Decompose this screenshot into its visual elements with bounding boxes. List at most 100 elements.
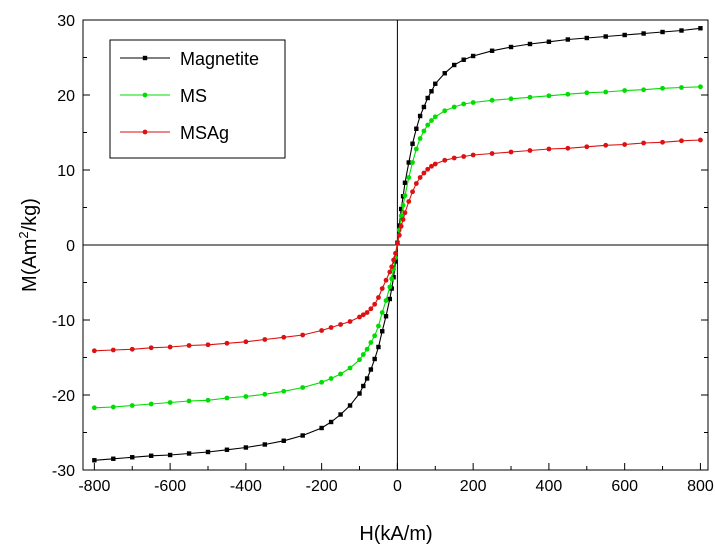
data-point-magnetite <box>372 356 377 362</box>
data-point-ms <box>167 400 173 405</box>
data-point-magnetite <box>148 453 154 458</box>
data-point-magnetite <box>376 344 381 350</box>
data-point-msag <box>470 152 476 158</box>
data-point-msag <box>584 144 590 150</box>
data-point-magnetite <box>243 445 249 450</box>
data-point-ms <box>398 213 404 219</box>
data-point-ms <box>347 365 353 371</box>
legend-label: MS <box>180 86 207 106</box>
data-point-ms <box>281 388 287 394</box>
data-point-msag <box>368 306 374 312</box>
data-point-msag <box>432 161 438 167</box>
data-point-ms <box>417 136 423 141</box>
data-point-msag <box>129 346 135 352</box>
legend-label: Magnetite <box>180 49 259 69</box>
data-point-ms <box>224 395 230 401</box>
data-point-magnetite <box>414 126 419 131</box>
data-point-magnetite <box>421 104 427 110</box>
data-point-magnetite <box>508 44 514 50</box>
y-tick-label: 30 <box>57 13 75 30</box>
x-axis-title: H(kA/m) <box>359 523 432 545</box>
data-point-magnetite <box>357 391 362 396</box>
x-tick-label: 600 <box>611 478 638 495</box>
data-point-magnetite <box>224 447 230 452</box>
data-point-magnetite <box>546 39 552 44</box>
data-point-magnetite <box>92 458 97 463</box>
data-point-msag <box>396 232 402 238</box>
data-point-msag <box>379 286 385 291</box>
data-point-ms <box>186 398 192 404</box>
data-point-magnetite <box>698 26 703 31</box>
data-point-magnetite <box>380 329 385 334</box>
data-point-msag <box>243 339 249 345</box>
data-point-ms <box>243 394 249 399</box>
x-tick-label: 800 <box>687 478 714 495</box>
data-point-magnetite <box>300 433 305 438</box>
data-point-magnetite <box>389 286 394 291</box>
data-point-ms <box>461 101 467 107</box>
data-point-msag <box>364 310 370 315</box>
x-tick-label: 200 <box>460 478 487 495</box>
data-point-msag <box>429 163 434 169</box>
data-point-msag <box>410 189 415 195</box>
data-point-msag <box>461 154 467 159</box>
data-point-magnetite <box>167 452 173 458</box>
data-point-msag <box>224 340 230 346</box>
data-point-magnetite <box>410 141 415 146</box>
y-axis-title-main: M(Am <box>19 239 41 292</box>
data-point-magnetite <box>186 451 192 456</box>
data-point-ms <box>546 93 552 99</box>
data-point-ms <box>389 276 395 282</box>
data-point-msag <box>398 223 404 229</box>
data-point-ms <box>622 88 628 93</box>
data-point-magnetite <box>679 28 684 33</box>
data-point-msag <box>383 277 389 283</box>
data-point-ms <box>129 403 135 408</box>
x-tick-label: 0 <box>393 478 402 495</box>
data-point-magnetite <box>262 442 268 447</box>
data-point-msag <box>393 250 398 256</box>
data-point-msag <box>110 347 116 353</box>
data-point-ms <box>603 89 609 95</box>
data-point-ms <box>451 104 457 110</box>
y-axis-title-tail: /kg) <box>19 198 41 231</box>
data-point-ms <box>91 405 97 411</box>
data-point-msag <box>394 241 400 246</box>
data-point-magnetite <box>368 367 374 372</box>
y-tick-label: -30 <box>52 463 75 480</box>
data-point-magnetite <box>641 31 646 36</box>
y-tick-label: 20 <box>57 88 75 105</box>
legend-box <box>109 39 286 159</box>
legend: Magnetite MS MSAg <box>109 39 286 159</box>
y-axis-title: M(Am2/kg) <box>16 198 41 292</box>
data-point-magnetite <box>338 412 343 417</box>
data-point-ms <box>565 91 571 97</box>
data-point-ms <box>432 114 438 120</box>
legend-label: MSAg <box>180 123 229 143</box>
data-point-ms <box>641 87 647 93</box>
y-tick-label: -20 <box>52 388 75 405</box>
data-point-magnetite <box>328 419 334 425</box>
data-point-ms <box>110 404 116 410</box>
y-axis: -30 -20 -10 0 10 20 30 <box>52 13 708 480</box>
data-point-ms <box>357 357 362 363</box>
data-point-msag <box>603 142 609 148</box>
data-point-msag <box>167 344 173 350</box>
data-point-magnetite <box>461 57 466 62</box>
data-point-magnetite <box>364 376 370 381</box>
data-point-msag <box>698 137 703 143</box>
data-point-ms <box>470 100 476 105</box>
data-point-magnetite <box>433 81 438 86</box>
data-point-msag <box>451 155 457 161</box>
data-point-magnetite <box>527 41 533 47</box>
y-tick-label: 0 <box>66 238 75 255</box>
data-point-ms <box>442 108 448 114</box>
data-point-msag <box>205 342 211 348</box>
data-point-ms <box>387 284 393 290</box>
x-axis: -800 -600 -400 -200 0 200 400 600 800 <box>78 463 714 495</box>
legend-swatch-marker <box>142 129 148 135</box>
data-point-msag <box>425 166 431 172</box>
data-point-msag <box>442 157 448 163</box>
data-point-magnetite <box>417 113 423 119</box>
